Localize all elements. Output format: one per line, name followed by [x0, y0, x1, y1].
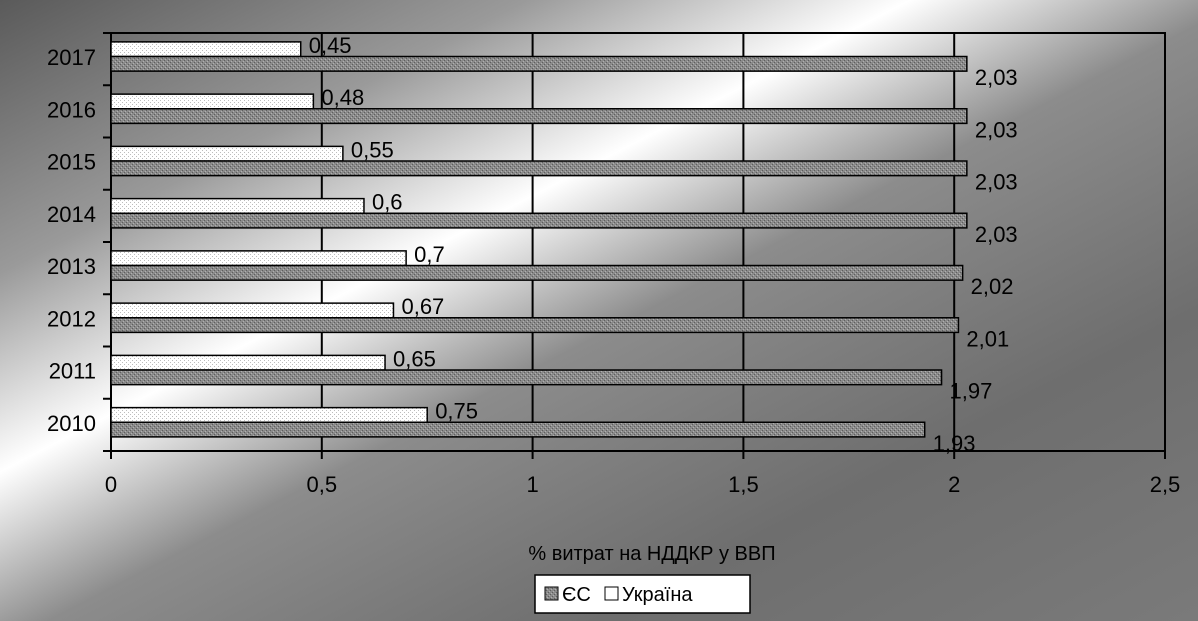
bar-ukraine-2014 — [110, 197, 365, 215]
legend-box — [534, 574, 751, 614]
y-tick-labels: 2010 2011 2012 2013 2014 2015 2016 2017 — [47, 45, 96, 436]
legend: ЄС Україна — [534, 574, 751, 614]
data-label-eu-2016: 2,03 — [975, 117, 1018, 142]
x-tick-label: 0,5 — [307, 472, 338, 497]
data-label-eu-2011: 1,97 — [950, 379, 993, 404]
bar-ukraine-2011 — [110, 354, 386, 371]
x-tick-labels: 0 0,5 1 1,5 2 2,5 — [105, 472, 1180, 497]
data-label-eu-2013: 2,02 — [971, 274, 1014, 299]
data-label-eu-2012: 2,01 — [966, 326, 1009, 351]
x-axis-title: % витрат на НДДКР у ВВП — [528, 543, 775, 565]
y-tick-label-2012: 2012 — [47, 306, 96, 331]
bar-eu-2016 — [110, 108, 968, 125]
y-tick-label-2010: 2010 — [47, 411, 96, 436]
bar-ukraine-2013 — [110, 250, 407, 267]
bar-ukraine-2015 — [110, 145, 344, 162]
x-tick-label: 2,5 — [1150, 472, 1181, 497]
data-label-ukraine-2012: 0,67 — [401, 294, 444, 319]
bar-ukraine-2012 — [110, 302, 395, 319]
y-tick-label-2015: 2015 — [47, 150, 96, 175]
legend-swatch-ukraine — [604, 586, 619, 601]
data-label-eu-2017: 2,03 — [975, 65, 1018, 90]
y-tick-label-2016: 2016 — [47, 97, 96, 122]
bar-ukraine-2017 — [110, 41, 302, 58]
data-label-ukraine-2017: 0,45 — [309, 33, 352, 58]
data-label-ukraine-2014: 0,6 — [372, 190, 403, 215]
legend-label-eu: ЄС — [562, 584, 591, 606]
data-label-eu-2014: 2,03 — [975, 222, 1018, 247]
bar-eu-2012 — [110, 317, 960, 334]
data-label-ukraine-2016: 0,48 — [321, 85, 364, 110]
legend-swatch-eu — [544, 586, 559, 601]
bar-eu-2013 — [110, 264, 964, 281]
data-label-ukraine-2013: 0,7 — [414, 242, 445, 267]
bar-ukraine-2016 — [110, 93, 315, 110]
data-label-ukraine-2015: 0,55 — [351, 137, 394, 162]
x-tick-label: 1,5 — [728, 472, 759, 497]
bar-eu-2010 — [110, 421, 926, 438]
y-tick-label-2014: 2014 — [47, 202, 96, 227]
bar-ukraine-2010 — [110, 406, 428, 424]
y-tick-label-2011: 2011 — [49, 359, 96, 384]
data-label-ukraine-2010: 0,75 — [435, 399, 478, 424]
axes — [103, 32, 1166, 459]
bar-eu-2017 — [110, 55, 968, 72]
data-label-eu-2015: 2,03 — [975, 170, 1018, 195]
bar-eu-2011 — [110, 369, 943, 386]
x-tick-label: 2 — [948, 472, 960, 497]
y-tick-label-2013: 2013 — [47, 254, 96, 279]
x-tick-label: 0 — [105, 472, 117, 497]
bars — [110, 41, 968, 438]
x-tick-label: 1 — [526, 472, 538, 497]
legend-label-ukraine: Україна — [622, 584, 693, 606]
bar-labels: 0,75 1,93 0,65 1,97 0,67 2,01 0,7 2,02 0,6 2,03 0,… — [309, 33, 1018, 456]
data-label-ukraine-2011: 0,65 — [393, 346, 436, 371]
bar-eu-2015 — [110, 160, 968, 177]
y-tick-label-2017: 2017 — [47, 45, 96, 70]
bar-eu-2014 — [110, 212, 968, 229]
data-label-eu-2010: 1,93 — [933, 431, 976, 456]
